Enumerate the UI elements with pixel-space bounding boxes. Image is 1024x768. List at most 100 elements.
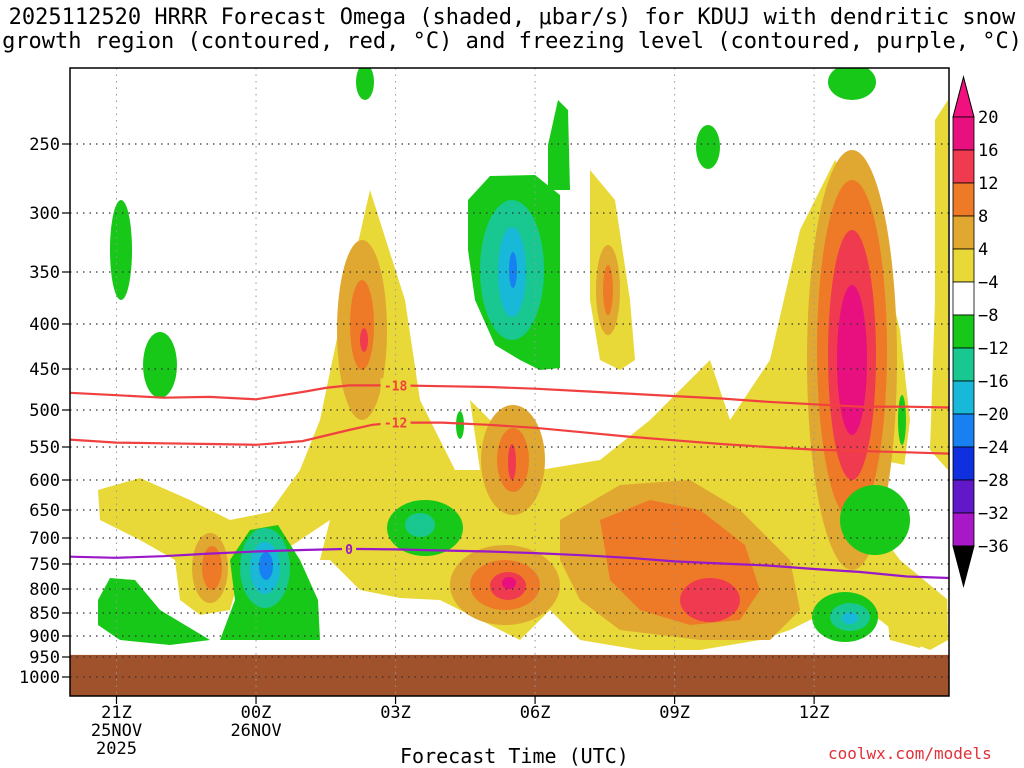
x-tick-label: 03Z <box>380 703 411 723</box>
omega-shade-negative-12 <box>405 513 435 537</box>
colorbar-label: 12 <box>978 174 998 194</box>
colorbar-under-arrow <box>952 545 975 588</box>
colorbar-swatch <box>952 479 975 514</box>
colorbar-swatch <box>952 314 975 349</box>
omega-shade-negative-8 <box>840 485 910 555</box>
y-tick-label: 250 <box>29 135 60 155</box>
colorbar-swatch <box>952 248 975 283</box>
colorbar-swatch <box>952 413 975 448</box>
colorbar-label: −4 <box>978 273 998 293</box>
y-tick-label: 500 <box>29 401 60 421</box>
credit-link[interactable]: coolwx.com/models <box>828 744 992 763</box>
contour-line <box>70 547 949 580</box>
y-tick-label: 550 <box>29 438 60 458</box>
y-tick-label: 850 <box>29 604 60 624</box>
ground-below-surface <box>70 654 949 696</box>
colorbar-swatch <box>952 347 975 382</box>
x-tick-label: 12Z <box>799 703 830 723</box>
colorbar-swatch <box>952 281 975 316</box>
colorbar-label: −24 <box>978 438 1009 458</box>
colorbar-label: 4 <box>978 240 988 260</box>
colorbar-label: 16 <box>978 141 998 161</box>
x-axis-title: Forecast Time (UTC) <box>400 744 629 768</box>
y-axis: 250 300 350 400 450 500 550 600 650 700 750 800 850 9… <box>19 135 70 688</box>
y-tick-label: 400 <box>29 315 60 335</box>
y-tick-label: 750 <box>29 555 60 575</box>
colorbar-over-arrow <box>952 75 975 118</box>
contour-line <box>70 421 949 455</box>
contour-label: -12 <box>384 417 407 432</box>
omega-shade-positive-12 <box>350 280 374 370</box>
x-tick-label: 26NOV <box>230 721 281 741</box>
y-tick-label: 700 <box>29 529 60 549</box>
colorbar-swatch <box>952 446 975 481</box>
omega-shade-negative-20 <box>509 252 517 288</box>
omega-shade-positive-16 <box>680 578 740 622</box>
x-tick-label: 25NOV <box>91 721 142 741</box>
contour-label-bg <box>380 378 411 393</box>
omega-shade-negative-8 <box>898 395 906 445</box>
y-tick-label: 450 <box>29 360 60 380</box>
plot-frame <box>69 67 950 697</box>
omega-shade-negative-8 <box>456 411 464 439</box>
omega-shade-positive-16 <box>508 444 516 480</box>
omega-shading-layer <box>70 68 948 650</box>
contour-label-bg <box>342 541 357 556</box>
x-tick-label: 06Z <box>520 703 551 723</box>
contour-label-bg <box>380 415 411 430</box>
colorbar-swatch <box>952 116 975 151</box>
colorbar-label: 20 <box>978 108 998 128</box>
colorbar-label: −12 <box>978 339 1009 359</box>
colorbar-label: −20 <box>978 405 1009 425</box>
y-tick-label: 1000 <box>19 668 60 688</box>
omega-shade-negative-8 <box>110 200 132 300</box>
omega-shade-negative-8 <box>548 100 570 190</box>
title-line-2: growth region (contoured, red, °C) and f… <box>2 29 1022 54</box>
ground-fill <box>70 654 949 696</box>
colorbar-label: −28 <box>978 471 1009 491</box>
y-tick-label: 800 <box>29 580 60 600</box>
x-tick-label: 00Z <box>241 703 272 723</box>
omega-shade-negative-16 <box>842 612 858 624</box>
omega-shade-negative-8 <box>696 125 720 169</box>
contour-line <box>70 384 949 409</box>
omega-shade-positive-20 <box>837 285 867 435</box>
y-tick-label: 650 <box>29 501 60 521</box>
colorbar-label: −16 <box>978 372 1009 392</box>
omega-shade-positive-4 <box>930 100 948 470</box>
contour-label: -18 <box>384 379 408 394</box>
colorbar-swatch <box>952 182 975 217</box>
y-tick-label: 900 <box>29 627 60 647</box>
x-tick-label: 2025 <box>96 739 137 759</box>
grid-lines <box>70 68 949 696</box>
omega-shade-negative-8 <box>828 68 876 100</box>
colorbar-swatch <box>952 149 975 184</box>
chart-title: 2025112520 HRRR Forecast Omega (shaded, … <box>0 6 1024 54</box>
omega-shade-positive-20 <box>502 577 516 589</box>
y-tick-label: 600 <box>29 471 60 491</box>
x-tick-label: 09Z <box>659 703 690 723</box>
y-tick-label: 950 <box>29 648 60 668</box>
y-tick-label: 300 <box>29 204 60 224</box>
colorbar-label: −8 <box>978 306 998 326</box>
omega-shade-positive-12 <box>603 265 613 315</box>
omega-shade-negative-8 <box>143 332 177 398</box>
colorbar: 20 16 12 8 4 −4 −8 −12 −16 −20 −24 −28 −32 −36 <box>952 75 1009 588</box>
omega-shade-negative-8 <box>356 68 374 100</box>
contour-layer: -18 -12 0 <box>70 378 949 580</box>
omega-shade-positive-12 <box>202 546 222 590</box>
y-tick-label: 350 <box>29 263 60 283</box>
colorbar-label: 8 <box>978 207 988 227</box>
colorbar-label: −36 <box>978 537 1009 557</box>
omega-shade-negative-8 <box>98 578 210 645</box>
colorbar-label: −32 <box>978 504 1009 524</box>
omega-shade-negative-20 <box>259 552 273 580</box>
title-line-1: 2025112520 HRRR Forecast Omega (shaded, … <box>8 5 1016 30</box>
colorbar-swatch <box>952 215 975 250</box>
colorbar-swatch <box>952 512 975 547</box>
omega-shade-positive-4 <box>885 590 935 648</box>
contour-label: 0 <box>345 543 353 558</box>
colorbar-swatch <box>952 380 975 415</box>
